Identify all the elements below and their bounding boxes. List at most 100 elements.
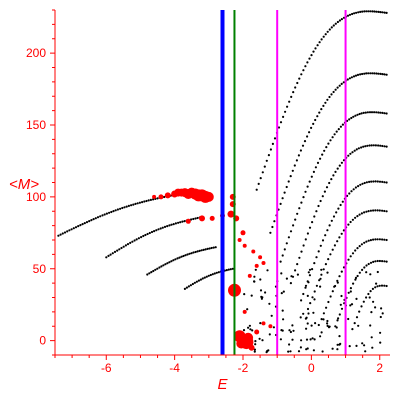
data-point — [361, 268, 364, 271]
data-point — [159, 227, 162, 230]
data-point — [353, 149, 356, 152]
data-point — [283, 248, 286, 251]
data-point — [199, 278, 202, 281]
data-point — [371, 346, 374, 349]
data-point — [375, 111, 378, 114]
data-point — [302, 292, 305, 296]
data-point — [359, 183, 362, 186]
data-point — [294, 218, 297, 221]
data-point — [79, 224, 82, 227]
data-point — [280, 292, 283, 295]
data-point — [334, 22, 337, 25]
data-point — [313, 298, 316, 301]
data-point — [166, 225, 169, 228]
data-point — [299, 346, 302, 349]
data-point — [207, 274, 210, 277]
data-point — [349, 287, 352, 290]
data-point — [269, 148, 272, 151]
data-point — [323, 149, 326, 152]
data-point — [150, 271, 153, 274]
data-point — [313, 262, 316, 265]
data-point — [385, 181, 388, 184]
data-point — [283, 191, 286, 194]
data-point — [286, 105, 289, 108]
data-point — [361, 72, 364, 76]
data-point — [287, 350, 290, 353]
data-point — [227, 268, 230, 271]
data-point — [116, 208, 119, 211]
data-point — [268, 302, 271, 305]
highlight-point — [199, 215, 205, 222]
data-point — [137, 237, 140, 240]
data-point — [325, 306, 328, 309]
data-point — [361, 10, 364, 13]
data-point — [269, 231, 272, 234]
data-point — [329, 253, 332, 256]
data-point — [331, 347, 334, 350]
data-point — [180, 255, 183, 258]
data-point — [326, 319, 329, 323]
data-point — [350, 303, 354, 306]
data-point — [281, 254, 284, 257]
data-point — [183, 220, 186, 223]
data-point — [377, 111, 380, 114]
data-point — [364, 145, 367, 148]
data-point — [381, 144, 384, 148]
data-point — [254, 340, 257, 343]
data-point — [367, 72, 370, 75]
data-point — [324, 33, 327, 36]
data-point — [270, 314, 273, 317]
data-point — [182, 254, 185, 258]
data-point — [178, 256, 181, 259]
data-point — [301, 144, 305, 147]
data-point — [279, 121, 283, 124]
data-point — [324, 234, 327, 237]
data-point — [363, 344, 366, 347]
data-point — [324, 263, 327, 266]
data-point — [379, 72, 382, 75]
data-point — [158, 266, 161, 269]
data-point — [332, 215, 336, 218]
data-point — [291, 169, 294, 172]
data-point — [336, 281, 339, 284]
data-point — [383, 73, 386, 76]
data-point — [374, 286, 377, 289]
data-point — [312, 50, 315, 53]
data-point — [304, 65, 307, 68]
data-point — [314, 322, 317, 325]
data-point — [351, 12, 354, 16]
x-axis-title: E — [217, 376, 228, 393]
data-point — [369, 72, 372, 75]
data-point — [129, 241, 132, 244]
data-point — [372, 260, 375, 263]
data-point — [153, 230, 156, 233]
data-point — [366, 111, 369, 114]
data-point — [304, 190, 307, 193]
data-point — [362, 145, 365, 148]
data-point — [189, 284, 192, 287]
data-point — [209, 273, 212, 277]
data-point — [300, 201, 303, 204]
data-point — [340, 82, 343, 85]
data-point — [107, 254, 110, 257]
data-point — [347, 154, 350, 157]
data-point — [327, 258, 330, 261]
data-point — [370, 144, 373, 147]
data-point — [168, 261, 171, 264]
data-point — [354, 278, 357, 281]
data-point — [311, 337, 314, 340]
data-point — [251, 329, 254, 332]
data-point — [363, 241, 366, 244]
data-point — [305, 348, 308, 351]
data-point — [349, 290, 352, 293]
data-point — [338, 335, 341, 338]
data-point — [371, 10, 374, 13]
data-point — [354, 74, 358, 77]
data-point — [334, 170, 337, 173]
data-point — [369, 239, 372, 242]
data-point — [385, 11, 388, 14]
data-point — [254, 343, 257, 346]
data-point — [321, 195, 324, 198]
data-point — [340, 161, 343, 164]
data-point — [358, 310, 361, 313]
